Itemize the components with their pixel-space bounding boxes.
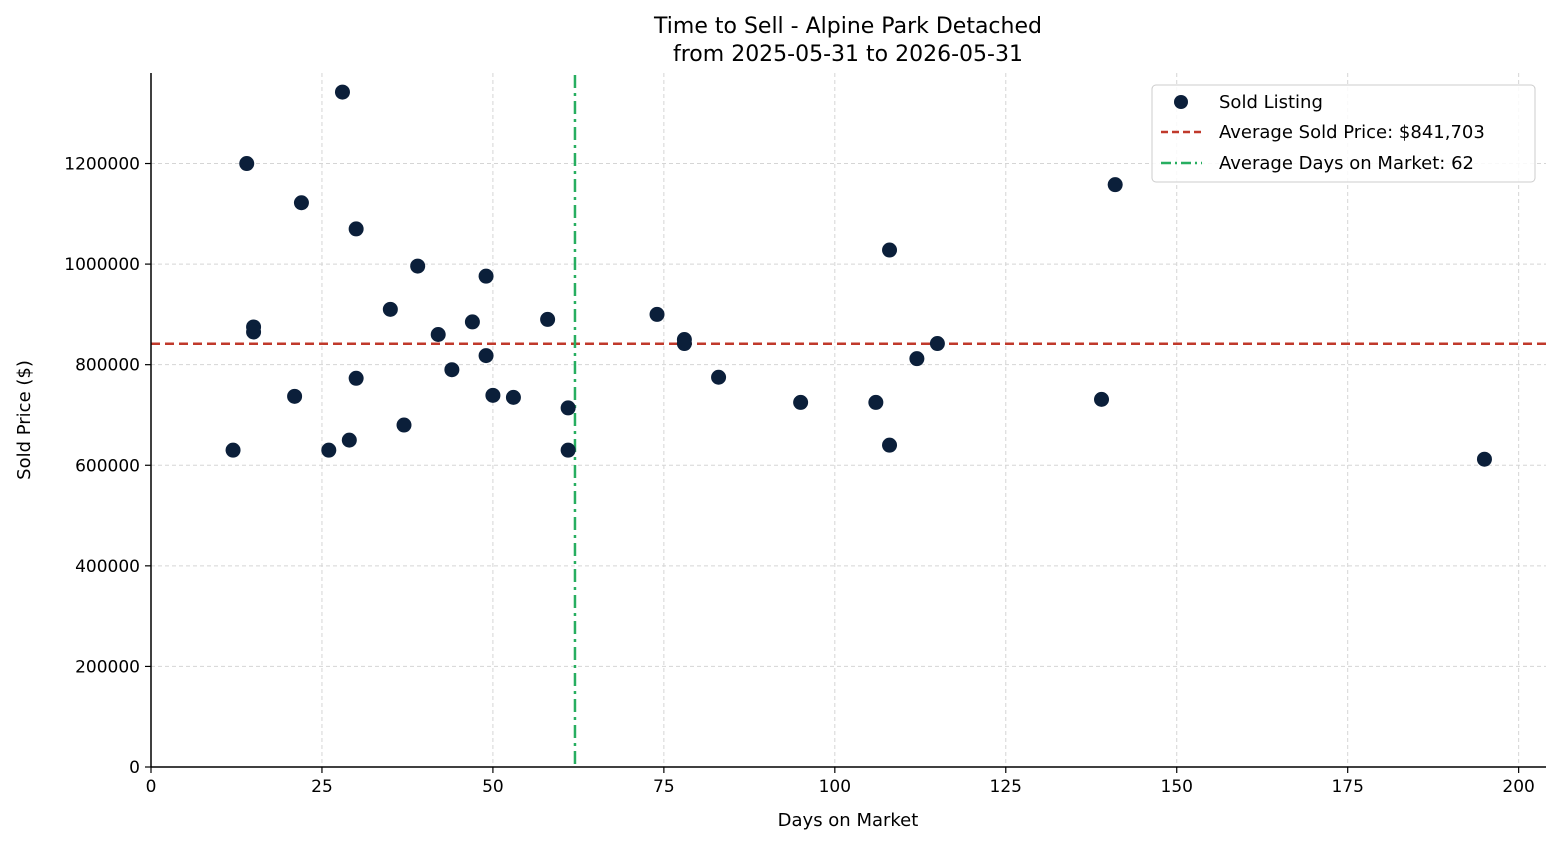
data-point (882, 437, 898, 453)
data-point (882, 242, 898, 258)
data-point (540, 311, 556, 327)
y-tick-label: 1200000 (64, 155, 140, 175)
data-point (478, 348, 494, 364)
data-point (1094, 391, 1110, 407)
legend-marker-sold-listing (1174, 95, 1188, 109)
data-point (485, 387, 501, 403)
data-point (649, 306, 665, 322)
chart-title-line2: from 2025-05-31 to 2026-05-31 (673, 42, 1023, 67)
data-point (676, 336, 692, 352)
data-point (478, 268, 494, 284)
x-tick-label: 25 (311, 777, 333, 797)
data-point (929, 336, 945, 352)
y-axis-label: Sold Price ($) (14, 360, 35, 480)
data-points (225, 84, 1492, 467)
data-point (793, 394, 809, 410)
data-point (246, 324, 262, 340)
data-point (909, 351, 925, 367)
data-point (341, 432, 357, 448)
data-point (334, 84, 350, 100)
axes (150, 73, 1546, 768)
legend-label-avg-days: Average Days on Market: 62 (1219, 153, 1474, 174)
data-point (868, 394, 884, 410)
data-point (287, 388, 303, 404)
x-axis-label: Days on Market (778, 810, 919, 831)
data-point (382, 301, 398, 317)
data-point (1107, 177, 1123, 193)
data-point (560, 400, 576, 416)
data-point (396, 417, 412, 433)
x-tick-label: 125 (990, 777, 1022, 797)
data-point (430, 327, 446, 343)
data-point (464, 314, 480, 330)
data-point (505, 389, 521, 405)
x-ticks: 0 25 50 75 100 125 150 175 200 (146, 767, 1535, 797)
data-point (410, 258, 426, 274)
x-tick-label: 75 (653, 777, 675, 797)
x-tick-label: 100 (819, 777, 851, 797)
y-tick-label: 0 (129, 758, 140, 778)
data-point (321, 442, 337, 458)
data-point (225, 442, 241, 458)
y-tick-label: 600000 (75, 456, 140, 476)
data-point (239, 156, 255, 172)
legend-box (1151, 84, 1536, 183)
y-ticks: 0 200000 400000 600000 800000 1000000 1200000 (64, 155, 151, 778)
y-tick-label: 1000000 (64, 255, 140, 275)
data-point (560, 442, 576, 458)
legend-label-avg-price: Average Sold Price: $841,703 (1219, 122, 1485, 143)
y-tick-label: 400000 (75, 557, 140, 577)
legend: Sold Listing Average Sold Price: $841,70… (1151, 84, 1536, 183)
x-tick-label: 50 (482, 777, 504, 797)
y-tick-label: 200000 (75, 657, 140, 677)
x-tick-label: 0 (146, 777, 157, 797)
chart-title-line1: Time to Sell - Alpine Park Detached (653, 14, 1042, 39)
data-point (293, 195, 309, 211)
data-point (444, 362, 460, 378)
legend-label-sold-listing: Sold Listing (1219, 92, 1323, 113)
x-tick-label: 175 (1331, 777, 1363, 797)
y-tick-label: 800000 (75, 356, 140, 376)
data-point (348, 221, 364, 237)
x-tick-label: 150 (1161, 777, 1193, 797)
x-tick-label: 200 (1502, 777, 1534, 797)
data-point (1476, 451, 1492, 467)
reference-lines (151, 75, 1546, 767)
data-point (711, 369, 727, 385)
data-point (348, 370, 364, 386)
